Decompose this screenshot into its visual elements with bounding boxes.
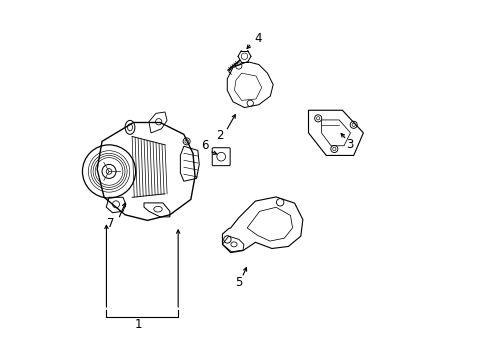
Text: 6: 6 (201, 139, 208, 152)
Text: 7: 7 (107, 216, 115, 230)
Text: 2: 2 (216, 129, 224, 142)
Text: 3: 3 (346, 138, 353, 151)
Text: 1: 1 (135, 318, 142, 331)
Text: 5: 5 (234, 276, 242, 289)
Text: 4: 4 (253, 32, 261, 45)
